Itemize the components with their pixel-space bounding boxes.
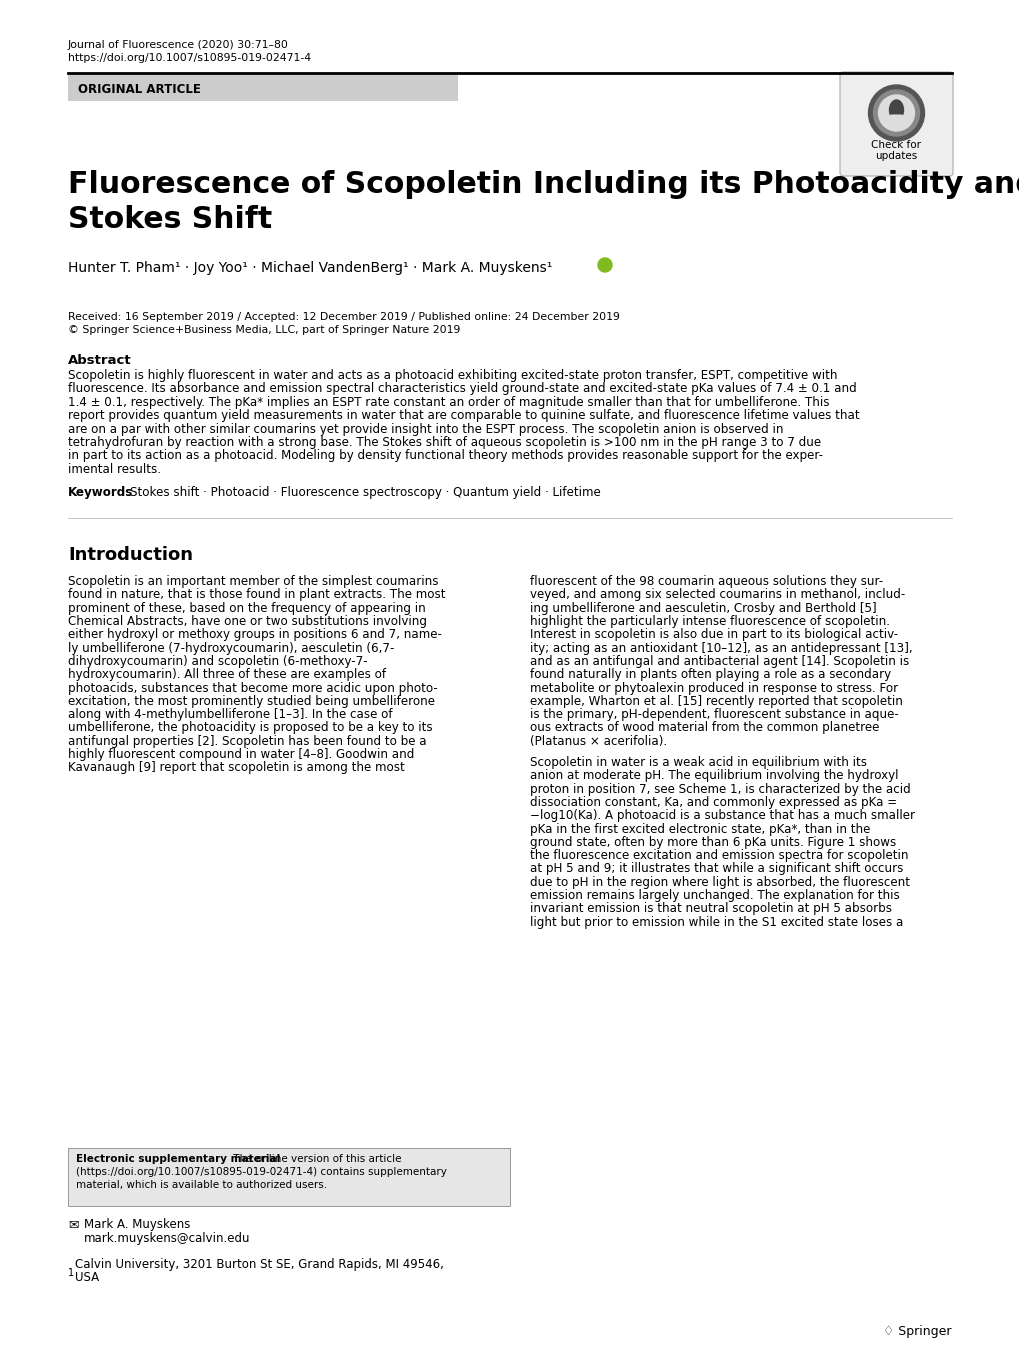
- Text: ity; acting as an antioxidant [10–12], as an antidepressant [13],: ity; acting as an antioxidant [10–12], a…: [530, 642, 912, 654]
- Text: dissociation constant, Ka, and commonly expressed as pKa =: dissociation constant, Ka, and commonly …: [530, 795, 897, 809]
- Text: either hydroxyl or methoxy groups in positions 6 and 7, name-: either hydroxyl or methoxy groups in pos…: [68, 629, 441, 641]
- Text: invariant emission is that neutral scopoletin at pH 5 absorbs: invariant emission is that neutral scopo…: [530, 902, 892, 916]
- Text: and as an antifungal and antibacterial agent [14]. Scopoletin is: and as an antifungal and antibacterial a…: [530, 654, 908, 668]
- Circle shape: [867, 85, 923, 141]
- Text: is the primary, pH-dependent, fluorescent substance in aque-: is the primary, pH-dependent, fluorescen…: [530, 709, 898, 721]
- Text: USA: USA: [75, 1271, 99, 1285]
- Text: ♢ Springer: ♢ Springer: [882, 1325, 951, 1337]
- Text: Scopoletin is highly fluorescent in water and acts as a photoacid exhibiting exc: Scopoletin is highly fluorescent in wate…: [68, 369, 837, 382]
- Text: ground state, often by more than 6 pKa units. Figure 1 shows: ground state, often by more than 6 pKa u…: [530, 836, 896, 848]
- Text: updates: updates: [874, 150, 917, 161]
- Circle shape: [872, 89, 918, 136]
- Text: highlight the particularly intense fluorescence of scopoletin.: highlight the particularly intense fluor…: [530, 615, 890, 629]
- Text: ✉: ✉: [68, 1218, 78, 1230]
- Text: excitation, the most prominently studied being umbelliferone: excitation, the most prominently studied…: [68, 695, 434, 707]
- Text: Hunter T. Pham¹ · Joy Yoo¹ · Michael VandenBerg¹ · Mark A. Muyskens¹: Hunter T. Pham¹ · Joy Yoo¹ · Michael Van…: [68, 262, 552, 275]
- Text: Check for: Check for: [870, 140, 920, 150]
- Text: ly umbelliferone (7-hydroxycoumarin), aesculetin (6,7-: ly umbelliferone (7-hydroxycoumarin), ae…: [68, 642, 394, 654]
- Text: The online version of this article: The online version of this article: [229, 1154, 401, 1164]
- Text: tetrahydrofuran by reaction with a strong base. The Stokes shift of aqueous scop: tetrahydrofuran by reaction with a stron…: [68, 436, 820, 449]
- Text: light but prior to emission while in the S1 excited state loses a: light but prior to emission while in the…: [530, 916, 903, 928]
- Bar: [68, 1148, 510, 1206]
- Text: are on a par with other similar coumarins yet provide insight into the ESPT proc: are on a par with other similar coumarin…: [68, 423, 783, 435]
- Text: material, which is available to authorized users.: material, which is available to authoriz…: [76, 1180, 327, 1190]
- Ellipse shape: [889, 100, 903, 121]
- Text: 1.4 ± 0.1, respectively. The pKa* implies an ESPT rate constant an order of magn: 1.4 ± 0.1, respectively. The pKa* implie…: [68, 396, 828, 409]
- Text: Journal of Fluorescence (2020) 30:71–80: Journal of Fluorescence (2020) 30:71–80: [68, 41, 288, 50]
- Text: ing umbelliferone and aesculetin, Crosby and Berthold [5]: ing umbelliferone and aesculetin, Crosby…: [530, 602, 875, 615]
- Text: Stokes shift · Photoacid · Fluorescence spectroscopy · Quantum yield · Lifetime: Stokes shift · Photoacid · Fluorescence …: [129, 486, 600, 499]
- Text: Mark A. Muyskens: Mark A. Muyskens: [84, 1218, 191, 1230]
- Circle shape: [877, 95, 914, 131]
- Text: umbelliferone, the photoacidity is proposed to be a key to its: umbelliferone, the photoacidity is propo…: [68, 721, 432, 734]
- Text: −log10(Ka). A photoacid is a substance that has a much smaller: −log10(Ka). A photoacid is a substance t…: [530, 809, 914, 822]
- Text: (https://doi.org/10.1007/s10895-019-02471-4) contains supplementary: (https://doi.org/10.1007/s10895-019-0247…: [76, 1167, 446, 1177]
- Polygon shape: [889, 117, 903, 123]
- Text: Kavanaugh [9] report that scopoletin is among the most: Kavanaugh [9] report that scopoletin is …: [68, 762, 405, 775]
- Text: Fluorescence of Scopoletin Including its Photoacidity and Large: Fluorescence of Scopoletin Including its…: [68, 169, 1019, 199]
- Text: in part to its action as a photoacid. Modeling by density functional theory meth: in part to its action as a photoacid. Mo…: [68, 450, 822, 462]
- Text: Calvin University, 3201 Burton St SE, Grand Rapids, MI 49546,: Calvin University, 3201 Burton St SE, Gr…: [75, 1257, 443, 1271]
- Text: dihydroxycoumarin) and scopoletin (6-methoxy-7-: dihydroxycoumarin) and scopoletin (6-met…: [68, 654, 367, 668]
- Text: (Platanus × acerifolia).: (Platanus × acerifolia).: [530, 734, 666, 748]
- Bar: [68, 75, 458, 102]
- Text: 1: 1: [68, 1268, 74, 1278]
- Text: highly fluorescent compound in water [4–8]. Goodwin and: highly fluorescent compound in water [4–…: [68, 748, 414, 762]
- Text: Introduction: Introduction: [68, 546, 193, 564]
- Text: emission remains largely unchanged. The explanation for this: emission remains largely unchanged. The …: [530, 889, 899, 902]
- Text: imental results.: imental results.: [68, 463, 161, 476]
- Text: pKa in the first excited electronic state, pKa*, than in the: pKa in the first excited electronic stat…: [530, 822, 869, 836]
- Text: mark.muyskens@calvin.edu: mark.muyskens@calvin.edu: [84, 1232, 251, 1245]
- Text: found naturally in plants often playing a role as a secondary: found naturally in plants often playing …: [530, 668, 891, 682]
- Text: due to pH in the region where light is absorbed, the fluorescent: due to pH in the region where light is a…: [530, 875, 909, 889]
- Text: antifungal properties [2]. Scopoletin has been found to be a: antifungal properties [2]. Scopoletin ha…: [68, 734, 426, 748]
- Text: © Springer Science+Business Media, LLC, part of Springer Nature 2019: © Springer Science+Business Media, LLC, …: [68, 325, 460, 335]
- Text: prominent of these, based on the frequency of appearing in: prominent of these, based on the frequen…: [68, 602, 425, 615]
- Text: Keywords: Keywords: [68, 486, 133, 499]
- Text: proton in position 7, see Scheme 1, is characterized by the acid: proton in position 7, see Scheme 1, is c…: [530, 783, 910, 795]
- Text: ORIGINAL ARTICLE: ORIGINAL ARTICLE: [77, 83, 201, 96]
- Text: Scopoletin is an important member of the simplest coumarins: Scopoletin is an important member of the…: [68, 576, 438, 588]
- Text: D: D: [601, 263, 607, 272]
- Text: Scopoletin in water is a weak acid in equilibrium with its: Scopoletin in water is a weak acid in eq…: [530, 756, 866, 770]
- Text: Abstract: Abstract: [68, 354, 131, 367]
- Text: anion at moderate pH. The equilibrium involving the hydroxyl: anion at moderate pH. The equilibrium in…: [530, 770, 898, 782]
- Text: found in nature, that is those found in plant extracts. The most: found in nature, that is those found in …: [68, 588, 445, 602]
- Text: fluorescence. Its absorbance and emission spectral characteristics yield ground-: fluorescence. Its absorbance and emissio…: [68, 382, 856, 396]
- Text: example, Wharton et al. [15] recently reported that scopoletin: example, Wharton et al. [15] recently re…: [530, 695, 902, 707]
- Text: Stokes Shift: Stokes Shift: [68, 205, 272, 234]
- Text: metabolite or phytoalexin produced in response to stress. For: metabolite or phytoalexin produced in re…: [530, 682, 898, 695]
- Text: photoacids, substances that become more acidic upon photo-: photoacids, substances that become more …: [68, 682, 437, 695]
- Text: report provides quantum yield measurements in water that are comparable to quini: report provides quantum yield measuremen…: [68, 409, 859, 423]
- Text: at pH 5 and 9; it illustrates that while a significant shift occurs: at pH 5 and 9; it illustrates that while…: [530, 863, 903, 875]
- Text: fluorescent of the 98 coumarin aqueous solutions they sur-: fluorescent of the 98 coumarin aqueous s…: [530, 576, 882, 588]
- Text: along with 4-methylumbelliferone [1–3]. In the case of: along with 4-methylumbelliferone [1–3]. …: [68, 709, 392, 721]
- Text: the fluorescence excitation and emission spectra for scopoletin: the fluorescence excitation and emission…: [530, 850, 908, 862]
- Text: https://doi.org/10.1007/s10895-019-02471-4: https://doi.org/10.1007/s10895-019-02471…: [68, 53, 311, 62]
- Text: Received: 16 September 2019 / Accepted: 12 December 2019 / Published online: 24 : Received: 16 September 2019 / Accepted: …: [68, 312, 620, 322]
- Text: hydroxycoumarin). All three of these are examples of: hydroxycoumarin). All three of these are…: [68, 668, 386, 682]
- FancyBboxPatch shape: [840, 72, 952, 176]
- Text: veyed, and among six selected coumarins in methanol, includ-: veyed, and among six selected coumarins …: [530, 588, 905, 602]
- Circle shape: [597, 257, 611, 272]
- Text: Interest in scopoletin is also due in part to its biological activ-: Interest in scopoletin is also due in pa…: [530, 629, 898, 641]
- Text: Electronic supplementary material: Electronic supplementary material: [76, 1154, 280, 1164]
- Text: ous extracts of wood material from the common planetree: ous extracts of wood material from the c…: [530, 721, 878, 734]
- Text: Chemical Abstracts, have one or two substitutions involving: Chemical Abstracts, have one or two subs…: [68, 615, 427, 629]
